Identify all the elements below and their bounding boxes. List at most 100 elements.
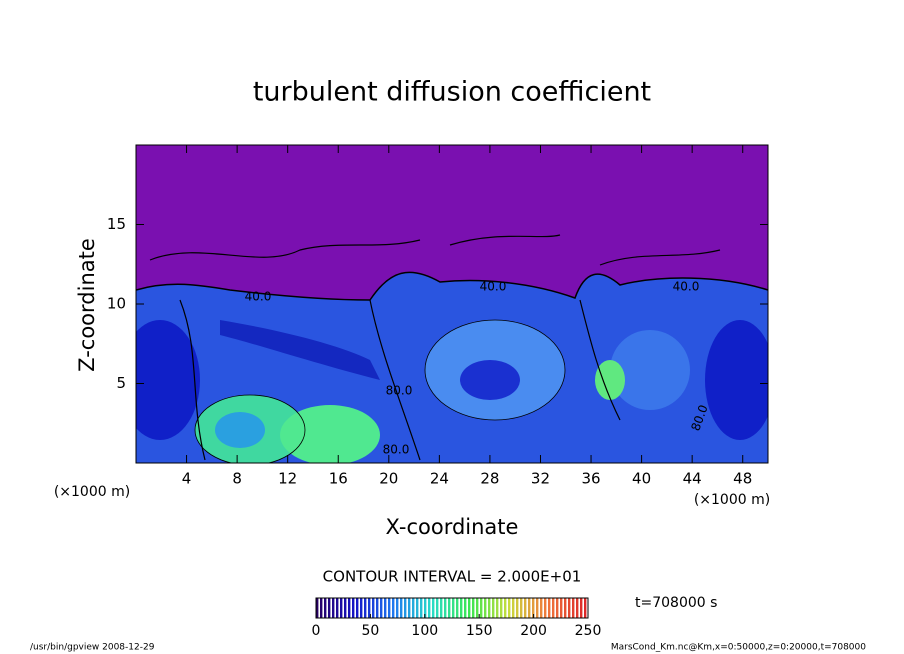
x-axis-label: X-coordinate xyxy=(386,515,519,539)
y-unit: (×1000 m) xyxy=(54,484,130,500)
colorbar-cell xyxy=(356,598,359,618)
colorbar-cell xyxy=(560,598,563,618)
x-tick-label: 20 xyxy=(379,470,398,488)
colorbar-cell xyxy=(572,598,575,618)
colorbar-cell xyxy=(368,598,371,618)
colorbar-cell xyxy=(360,598,363,618)
colorbar-cell xyxy=(340,598,343,618)
colorbar-cell xyxy=(444,598,447,618)
x-tick-label: 28 xyxy=(480,470,499,488)
colorbar-cell xyxy=(420,598,423,618)
colorbar-tick-label: 200 xyxy=(520,623,547,639)
x-tick-label: 24 xyxy=(430,470,449,488)
y-tick-label: 10 xyxy=(107,295,126,313)
colorbar-cell xyxy=(524,598,527,618)
colorbar-cell xyxy=(332,598,335,618)
colorbar-cell xyxy=(568,598,571,618)
colorbar-cell xyxy=(440,598,443,618)
x-unit: (×1000 m) xyxy=(694,492,770,508)
colorbar-cell xyxy=(392,598,395,618)
colorbar-cell xyxy=(532,598,535,618)
y-axis-label: Z-coordinate xyxy=(75,238,99,372)
colorbar-cell xyxy=(416,598,419,618)
colorbar-cell xyxy=(352,598,355,618)
footer-right: MarsCond_Km.nc@Km,x=0:50000,z=0:20000,t=… xyxy=(611,643,866,653)
colorbar-cell xyxy=(556,598,559,618)
colorbar-cell xyxy=(512,598,515,618)
colorbar-cell xyxy=(380,598,383,618)
colorbar-cell xyxy=(516,598,519,618)
x-tick-label: 8 xyxy=(232,470,242,488)
colorbar-cell xyxy=(436,598,439,618)
colorbar-cell xyxy=(468,598,471,618)
contour-label: 40.0 xyxy=(245,290,272,304)
colorbar-cell xyxy=(580,598,583,618)
colorbar-tick-label: 0 xyxy=(312,623,321,639)
colorbar-cell xyxy=(504,598,507,618)
colorbar-cell xyxy=(564,598,567,618)
colorbar-cell xyxy=(412,598,415,618)
colorbar-cell xyxy=(432,598,435,618)
time-label: t=708000 s xyxy=(635,595,717,611)
contour-interval: CONTOUR INTERVAL = 2.000E+01 xyxy=(323,568,582,586)
colorbar-cell xyxy=(448,598,451,618)
footer-left: /usr/bin/gpview 2008-12-29 xyxy=(30,643,155,653)
colorbar-cell xyxy=(324,598,327,618)
colorbar-tick-label: 250 xyxy=(575,623,602,639)
colorbar-frame xyxy=(315,597,589,619)
contour-field xyxy=(136,145,768,463)
x-tick-label: 32 xyxy=(531,470,550,488)
y-tick-label: 15 xyxy=(107,215,126,233)
colorbar-cell xyxy=(544,598,547,618)
x-tick-label: 44 xyxy=(683,470,702,488)
contour-label: 80.0 xyxy=(386,384,413,398)
colorbar-cell xyxy=(508,598,511,618)
colorbar-cell xyxy=(492,598,495,618)
chart-title: turbulent diffusion coefficient xyxy=(253,77,651,108)
colorbar-cell xyxy=(552,598,555,618)
y-tick-label: 5 xyxy=(116,374,126,392)
colorbar-cell xyxy=(428,598,431,618)
colorbar-tick-label: 100 xyxy=(411,623,438,639)
colorbar-cell xyxy=(480,598,483,618)
colorbar-cell xyxy=(400,598,403,618)
colorbar-cell xyxy=(320,598,323,618)
colorbar-cell xyxy=(396,598,399,618)
colorbar-cell xyxy=(520,598,523,618)
colorbar-cell xyxy=(484,598,487,618)
x-tick-label: 12 xyxy=(278,470,297,488)
colorbar-cell xyxy=(452,598,455,618)
colorbar-cell xyxy=(372,598,375,618)
x-tick-label: 36 xyxy=(581,470,600,488)
x-tick-label: 4 xyxy=(182,470,192,488)
colorbar-cell xyxy=(388,598,391,618)
colorbar-cell xyxy=(488,598,491,618)
x-tick-label: 40 xyxy=(632,470,651,488)
colorbar-cell xyxy=(464,598,467,618)
colorbar-cell xyxy=(408,598,411,618)
contour-label: 40.0 xyxy=(673,280,700,294)
colorbar-cell xyxy=(548,598,551,618)
x-tick-label: 48 xyxy=(733,470,752,488)
colorbar-cell xyxy=(456,598,459,618)
colorbar-cell xyxy=(472,598,475,618)
colorbar-cell xyxy=(476,598,479,618)
colorbar-cell xyxy=(576,598,579,618)
colorbar-cell xyxy=(540,598,543,618)
colorbar-cell xyxy=(584,598,587,618)
colorbar-cell xyxy=(328,598,331,618)
colorbar-cell xyxy=(528,598,531,618)
colorbar-cell xyxy=(536,598,539,618)
colorbar-cell xyxy=(376,598,379,618)
colorbar-cell xyxy=(424,598,427,618)
colorbar-cell xyxy=(364,598,367,618)
contour-label: 80.0 xyxy=(383,443,410,457)
colorbar-cell xyxy=(348,598,351,618)
colorbar-tick-label: 50 xyxy=(361,623,379,639)
colorbar-cell xyxy=(384,598,387,618)
colorbar-cell xyxy=(344,598,347,618)
colorbar-cell xyxy=(496,598,499,618)
colorbar-cell xyxy=(336,598,339,618)
colorbar-cell xyxy=(500,598,503,618)
